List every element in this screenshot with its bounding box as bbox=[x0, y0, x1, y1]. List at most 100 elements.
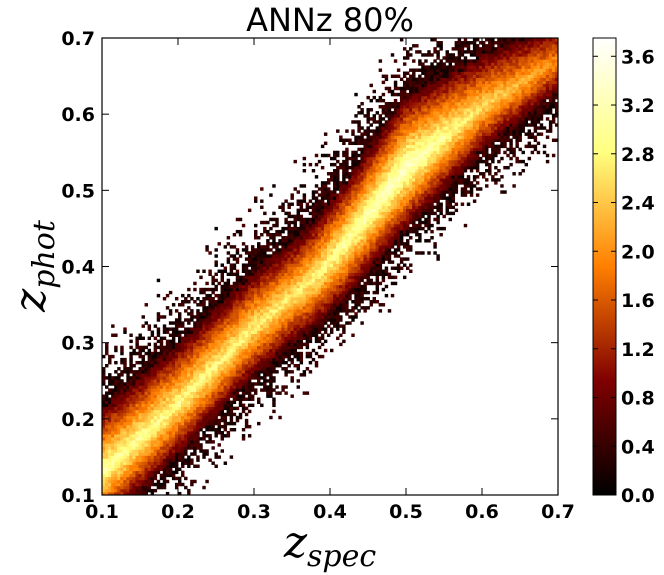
heatmap-cell bbox=[214, 403, 218, 408]
heatmap-cell bbox=[369, 196, 373, 200]
heatmap-cell bbox=[232, 293, 237, 298]
heatmap-cell bbox=[193, 360, 197, 365]
heatmap-cell bbox=[351, 242, 355, 246]
heatmap-cell bbox=[336, 275, 340, 280]
heatmap-cell bbox=[156, 357, 161, 362]
heatmap-cell bbox=[275, 300, 279, 304]
heatmap-cell bbox=[141, 324, 145, 328]
heatmap-cell bbox=[190, 360, 194, 365]
heatmap-cell bbox=[129, 409, 133, 414]
heatmap-cell bbox=[205, 287, 209, 292]
heatmap-cell bbox=[190, 336, 194, 341]
heatmap-cell bbox=[184, 342, 188, 347]
heatmap-cell bbox=[165, 461, 170, 465]
heatmap-cell bbox=[162, 373, 167, 377]
heatmap-cell bbox=[384, 156, 389, 161]
heatmap-cell bbox=[184, 446, 188, 450]
heatmap-cell bbox=[311, 245, 316, 249]
heatmap-cell bbox=[378, 95, 383, 100]
heatmap-cell bbox=[199, 406, 203, 411]
heatmap-cell bbox=[217, 394, 221, 398]
heatmap-cell bbox=[336, 287, 340, 292]
heatmap-cell bbox=[333, 309, 337, 313]
heatmap-cell bbox=[272, 296, 276, 301]
heatmap-cell bbox=[302, 245, 307, 249]
heatmap-cell bbox=[238, 397, 243, 401]
heatmap-cell bbox=[159, 391, 164, 395]
heatmap-cell bbox=[333, 190, 337, 194]
heatmap-cell bbox=[229, 400, 234, 404]
heatmap-cell bbox=[168, 446, 173, 450]
heatmap-cell bbox=[135, 482, 139, 487]
heatmap-cell bbox=[181, 424, 185, 429]
heatmap-cell bbox=[326, 232, 331, 237]
heatmap-cell bbox=[174, 464, 179, 468]
heatmap-cell bbox=[293, 257, 297, 261]
heatmap-cell bbox=[333, 211, 337, 216]
heatmap-cell bbox=[144, 443, 148, 447]
heatmap-cell bbox=[293, 293, 297, 298]
heatmap-cell bbox=[348, 208, 352, 213]
heatmap-cell bbox=[171, 385, 176, 389]
heatmap-cell bbox=[135, 467, 139, 472]
heatmap-cell bbox=[174, 382, 179, 386]
heatmap-cell bbox=[351, 269, 355, 273]
heatmap-cell bbox=[375, 187, 380, 191]
heatmap-cell bbox=[220, 363, 224, 368]
heatmap-cell bbox=[354, 257, 358, 261]
heatmap-cell bbox=[363, 272, 367, 277]
heatmap-cell bbox=[375, 159, 380, 164]
heatmap-cell bbox=[333, 312, 337, 316]
heatmap-cell bbox=[326, 324, 331, 328]
heatmap-cell bbox=[178, 400, 182, 404]
heatmap-cell bbox=[339, 190, 343, 194]
heatmap-cell bbox=[214, 357, 218, 362]
heatmap-cell bbox=[336, 172, 340, 176]
heatmap-cell bbox=[266, 254, 270, 258]
heatmap-cell bbox=[290, 296, 294, 301]
heatmap-cell bbox=[287, 272, 291, 277]
heatmap-cell bbox=[205, 388, 209, 392]
heatmap-cell bbox=[187, 312, 191, 316]
heatmap-cell bbox=[290, 324, 294, 328]
heatmap-cell bbox=[387, 193, 392, 197]
heatmap-cell bbox=[235, 370, 240, 374]
heatmap-cell bbox=[281, 385, 285, 389]
heatmap-cell bbox=[223, 345, 228, 350]
heatmap-cell bbox=[272, 324, 276, 328]
heatmap-cell bbox=[205, 360, 209, 365]
heatmap-cell bbox=[293, 260, 297, 264]
heatmap-cell bbox=[135, 373, 139, 377]
heatmap-cell bbox=[381, 138, 386, 142]
heatmap-cell bbox=[141, 397, 145, 401]
heatmap-cell bbox=[287, 357, 291, 362]
heatmap-cell bbox=[223, 367, 228, 371]
heatmap-cell bbox=[302, 220, 307, 225]
heatmap-cell bbox=[217, 397, 221, 401]
heatmap-cell bbox=[211, 391, 215, 395]
heatmap-cell bbox=[202, 449, 206, 453]
heatmap-cell bbox=[102, 367, 106, 371]
heatmap-cell bbox=[348, 272, 352, 277]
heatmap-cell bbox=[165, 351, 170, 356]
heatmap-cell bbox=[174, 391, 179, 395]
heatmap-cell bbox=[150, 491, 155, 495]
heatmap-cell bbox=[202, 437, 206, 441]
heatmap-cell bbox=[360, 248, 364, 252]
heatmap-cell bbox=[375, 257, 380, 261]
heatmap-cell bbox=[369, 300, 373, 304]
heatmap-cell bbox=[105, 491, 109, 495]
heatmap-cell bbox=[220, 306, 224, 310]
heatmap-cell bbox=[156, 376, 161, 380]
heatmap-cell bbox=[390, 245, 395, 249]
heatmap-cell bbox=[275, 242, 279, 246]
heatmap-cell bbox=[336, 293, 340, 298]
heatmap-cell bbox=[384, 254, 389, 258]
heatmap-cell bbox=[336, 245, 340, 249]
heatmap-cell bbox=[326, 196, 331, 200]
heatmap-cell bbox=[281, 260, 285, 264]
heatmap-cell bbox=[254, 367, 258, 371]
heatmap-cell bbox=[339, 290, 343, 295]
heatmap-cell bbox=[174, 379, 179, 383]
heatmap-cell bbox=[178, 491, 182, 495]
